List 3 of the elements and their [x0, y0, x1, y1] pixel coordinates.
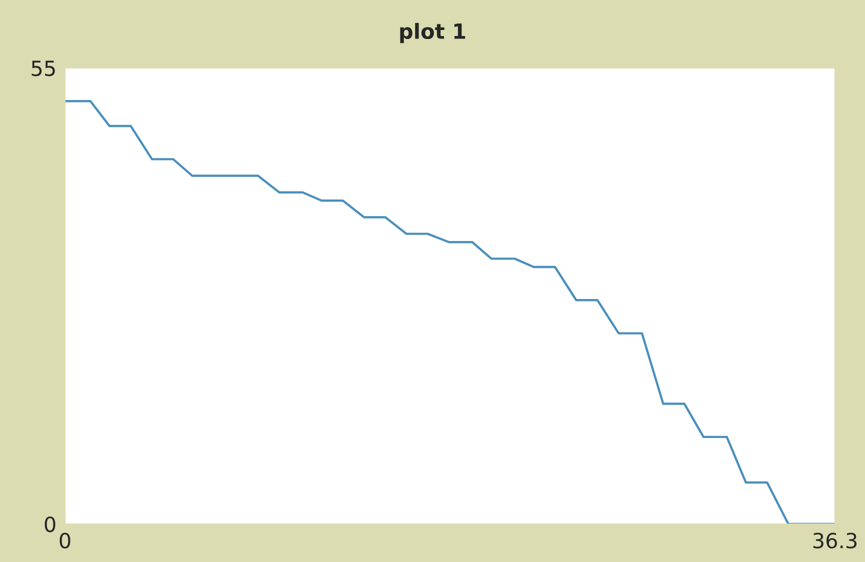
y-tick-label: 55	[32, 60, 55, 76]
x-tick-label: 36.3	[813, 532, 857, 548]
chart-title: plot 1	[400, 22, 466, 44]
